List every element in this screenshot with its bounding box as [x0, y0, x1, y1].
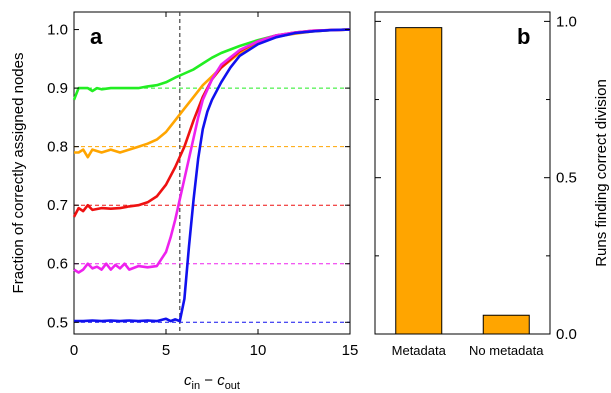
xlabel-sub-in: in [192, 380, 201, 392]
series-line-2 [74, 28, 351, 159]
b-y-tick-label: 1.0 [556, 13, 577, 30]
xlabel-minus: − [200, 372, 217, 389]
x-tick-label: 10 [250, 342, 267, 359]
panel-a-letter: a [90, 24, 103, 49]
panel-a-x-axis-title: cin − cout [184, 372, 240, 392]
y-tick-label: 0.6 [47, 256, 68, 273]
series-line-4 [73, 28, 351, 274]
y-tick-label: 0.5 [47, 314, 68, 331]
panel-b-frame [374, 11, 551, 335]
panel-b-bars [395, 27, 530, 335]
b-y-tick-label: 0.5 [556, 170, 577, 187]
panel-a-series [72, 28, 351, 323]
panel-b-y-ticks: 0.0 0.5 1.0 [375, 13, 577, 343]
panel-a-baselines [74, 87, 350, 323]
panel-a: 0 5 10 15 0.5 0.6 0.7 0.8 0.9 1.0 a Fraction of … [10, 11, 359, 392]
x-tick-label: 15 [342, 342, 359, 359]
bar-2 [482, 314, 530, 335]
xlabel-c-out: c [217, 372, 225, 389]
panel-b-y-axis-title: Runs finding correct division [593, 79, 610, 267]
panel-a-x-ticks: 0 5 10 15 [70, 12, 359, 359]
series-line-1 [72, 28, 351, 101]
y-tick-label: 0.9 [47, 80, 68, 97]
y-tick-label: 1.0 [47, 22, 68, 39]
y-tick-label: 0.8 [47, 139, 68, 156]
panel-a-y-axis-title: Fraction of correctly assigned nodes [10, 53, 27, 294]
bar-category-label: No metadata [469, 343, 544, 358]
panel-a-y-ticks: 0.5 0.6 0.7 0.8 0.9 1.0 [47, 22, 350, 331]
x-tick-label: 0 [70, 342, 78, 359]
panel-b: 0.0 0.5 1.0 Metadata No metadata b Runs fin… [374, 11, 610, 358]
series-line-5 [74, 28, 351, 323]
xlabel-c-in: c [184, 372, 192, 389]
panel-b-letter: b [517, 24, 530, 49]
xlabel-sub-out: out [225, 380, 240, 392]
x-tick-label: 5 [162, 342, 170, 359]
bar-1 [395, 27, 443, 335]
bar-category-label: Metadata [392, 343, 447, 358]
y-tick-label: 0.7 [47, 197, 68, 214]
panel-b-x-ticks: Metadata No metadata [392, 343, 545, 358]
b-y-tick-label: 0.0 [556, 326, 577, 343]
panel-a-frame [73, 11, 351, 335]
